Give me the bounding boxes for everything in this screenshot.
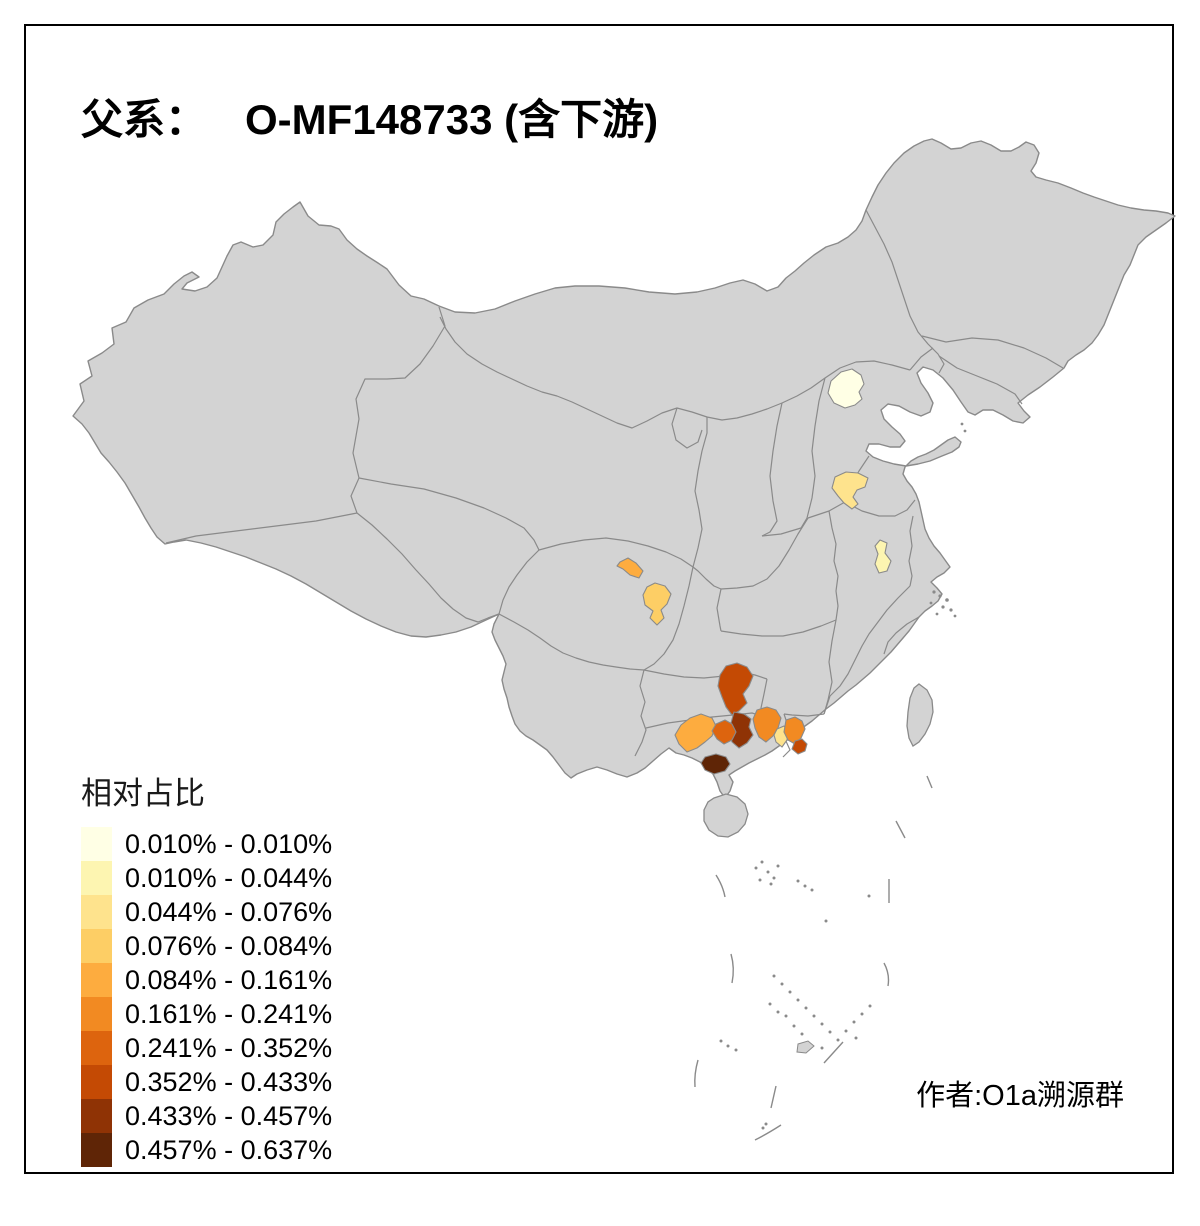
region-beijing <box>827 368 865 409</box>
region-east-guangxi <box>783 716 806 745</box>
legend-row: 0.457% - 0.637% <box>81 1133 332 1167</box>
legend-range-label: 0.010% - 0.010% <box>125 828 333 859</box>
legend-range-label: 0.084% - 0.161% <box>125 964 333 995</box>
legend-color-swatch <box>81 827 112 861</box>
landmass-group <box>72 138 1176 1054</box>
legend-range-label: 0.076% - 0.084% <box>125 930 333 961</box>
legend-color-swatch <box>81 929 112 963</box>
legend-color-swatch <box>81 997 112 1031</box>
legend-range-label: 0.433% - 0.457% <box>125 1100 333 1131</box>
legend-row: 0.352% - 0.433% <box>81 1065 332 1099</box>
legend-row: 0.433% - 0.457% <box>81 1099 332 1133</box>
legend-row: 0.161% - 0.241% <box>81 997 332 1031</box>
china-choropleth-map <box>72 138 1176 1141</box>
taiwan-island <box>906 683 934 747</box>
title-prefix: 父系： <box>81 96 208 143</box>
legend-range-label: 0.044% - 0.076% <box>125 896 333 927</box>
small-islands-group <box>694 422 967 1141</box>
highlighted-regions-group <box>616 368 892 775</box>
legend-range-label: 0.010% - 0.044% <box>125 862 333 893</box>
author-credit: 作者:O1a溯源群 <box>916 1080 1124 1112</box>
legend-row: 0.044% - 0.076% <box>81 895 332 929</box>
title-haplogroup-id: O-MF148733 (含下游) <box>245 96 659 143</box>
legend-range-label: 0.352% - 0.433% <box>125 1066 333 1097</box>
legend-range-label: 0.161% - 0.241% <box>125 998 333 1029</box>
legend-color-swatch <box>81 1065 112 1099</box>
region-west-guangdong-coast <box>791 738 808 755</box>
legend-row: 0.010% - 0.010% <box>81 827 332 861</box>
region-south-guizhou <box>717 662 754 716</box>
region-south-guangxi-coast <box>700 753 731 775</box>
legend-color-swatch <box>81 1099 112 1133</box>
legend-row: 0.076% - 0.084% <box>81 929 332 963</box>
bohai-islands <box>960 422 967 433</box>
province-borders-group <box>165 209 1064 758</box>
region-central-sichuan <box>642 582 672 626</box>
legend-title: 相对占比 <box>81 776 205 811</box>
region-central-jiangsu-anhui <box>874 539 892 574</box>
legend-color-swatch <box>81 895 112 929</box>
legend-row: 0.010% - 0.044% <box>81 861 332 895</box>
spratly-islands <box>719 974 872 1130</box>
legend-color-swatch <box>81 1133 112 1167</box>
legend-color-swatch <box>81 1031 112 1065</box>
hainan-island <box>703 793 749 838</box>
figure-frame: 父系： O-MF148733 (含下游) 相对占比 0.010% - 0.010… <box>24 24 1176 1174</box>
legend-color-swatch <box>81 963 112 997</box>
legend-range-label: 0.457% - 0.637% <box>125 1134 333 1165</box>
legend-range-label: 0.241% - 0.352% <box>125 1032 333 1063</box>
paracel-islands <box>754 860 871 923</box>
region-east-central-guangxi <box>752 706 782 743</box>
legend-color-swatch <box>81 861 112 895</box>
south-china-sea-island <box>796 1040 815 1054</box>
region-west-guangxi <box>674 713 717 753</box>
zhoushan-islands <box>929 590 957 618</box>
region-central-guangxi <box>711 719 737 745</box>
legend-row: 0.084% - 0.161% <box>81 963 332 997</box>
legend-row: 0.241% - 0.352% <box>81 1031 332 1065</box>
legend: 相对占比 0.010% - 0.010% 0.010% - 0.044% 0.0… <box>81 768 332 1167</box>
region-north-sichuan <box>616 557 644 579</box>
china-mainland <box>72 138 1176 799</box>
page-title: 父系： O-MF148733 (含下游) <box>81 86 658 147</box>
nine-dash-line-segments <box>694 775 933 1141</box>
legend-rows: 0.010% - 0.010% 0.010% - 0.044% 0.044% -… <box>81 827 332 1167</box>
region-west-shandong <box>831 471 869 510</box>
